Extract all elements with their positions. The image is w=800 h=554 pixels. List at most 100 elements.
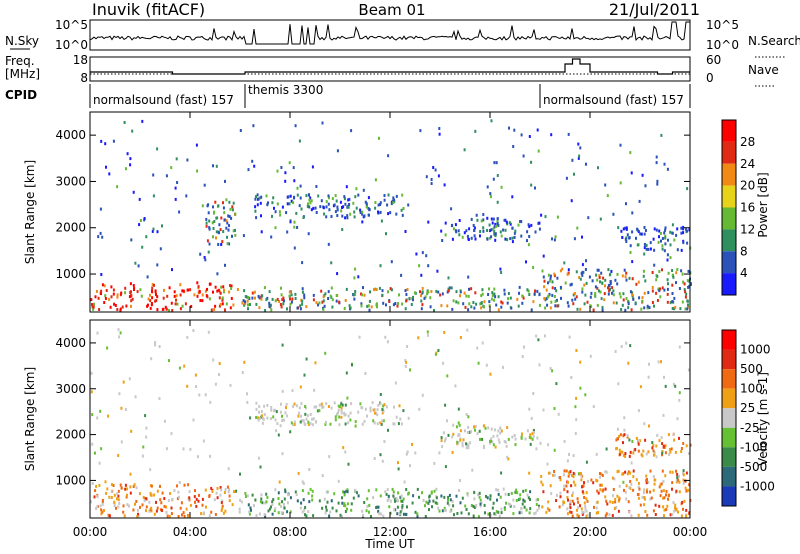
heatmap-cell xyxy=(205,294,208,298)
heatmap-cell xyxy=(464,429,466,433)
heatmap-cell xyxy=(674,305,677,309)
heatmap-cell xyxy=(201,497,204,501)
heatmap-cell xyxy=(584,293,587,297)
heatmap-cell xyxy=(493,512,496,516)
heatmap-cell xyxy=(424,295,427,299)
heatmap-cell xyxy=(540,213,543,217)
heatmap-cell xyxy=(680,447,683,450)
x-tick-label: 00:00 xyxy=(673,525,708,539)
heatmap-cell xyxy=(446,374,449,378)
heatmap-cell xyxy=(387,212,390,216)
heatmap-cell xyxy=(306,414,309,418)
heatmap-cell xyxy=(286,414,289,418)
heatmap-cell xyxy=(393,422,396,426)
heatmap-cell xyxy=(486,229,489,232)
heatmap-cell xyxy=(429,305,432,309)
heatmap-cell xyxy=(647,247,650,251)
heatmap-cell xyxy=(183,483,186,487)
heatmap-cell xyxy=(656,299,659,302)
heatmap-cell xyxy=(326,500,329,504)
heatmap-cell xyxy=(644,229,647,232)
heatmap-cell xyxy=(277,491,280,495)
colorbar-tick-label: 28 xyxy=(740,135,755,149)
heatmap-cell xyxy=(346,488,349,492)
heatmap-cell xyxy=(608,513,611,517)
heatmap-cell xyxy=(596,278,599,282)
heatmap-cell xyxy=(263,404,266,408)
heatmap-cell xyxy=(270,308,273,312)
heatmap-cell xyxy=(430,178,433,181)
heatmap-cell xyxy=(214,285,217,289)
heatmap-cell xyxy=(605,447,608,451)
heatmap-cell xyxy=(500,471,503,475)
heatmap-cell xyxy=(448,286,451,290)
heatmap-cell xyxy=(100,273,103,276)
heatmap-cell xyxy=(470,217,473,221)
heatmap-cell xyxy=(126,503,129,507)
heatmap-cell xyxy=(192,329,195,332)
heatmap-cell xyxy=(458,233,461,237)
heatmap-cell xyxy=(337,411,339,415)
heatmap-cell xyxy=(135,486,138,490)
heatmap-cell xyxy=(479,302,482,306)
heatmap-cell xyxy=(406,345,409,348)
heatmap-cell xyxy=(676,476,679,480)
heatmap-cell xyxy=(574,405,577,409)
heatmap-cell xyxy=(483,300,486,304)
heatmap-cell xyxy=(156,230,159,234)
heatmap-cell xyxy=(490,427,493,431)
heatmap-cell xyxy=(570,199,573,203)
heatmap-cell xyxy=(488,223,491,227)
heatmap-cell xyxy=(519,497,521,501)
heatmap-cell xyxy=(461,235,464,239)
heatmap-cell xyxy=(211,221,214,225)
heatmap-cell xyxy=(683,288,686,292)
nave-tick-high: 60 xyxy=(706,53,721,67)
heatmap-cell xyxy=(307,510,310,514)
heatmap-cell xyxy=(581,287,584,291)
heatmap-cell xyxy=(393,405,395,409)
heatmap-cell xyxy=(659,483,662,487)
heatmap-cell xyxy=(407,203,410,207)
heatmap-cell xyxy=(671,487,673,491)
heatmap-cell xyxy=(354,195,357,199)
heatmap-cell xyxy=(183,514,186,518)
heatmap-cell xyxy=(582,484,585,488)
heatmap-cell xyxy=(612,488,615,491)
heatmap-cell xyxy=(249,416,252,420)
heatmap-cell xyxy=(392,303,395,307)
heatmap-cell xyxy=(356,491,358,495)
heatmap-cell xyxy=(215,236,217,240)
heatmap-cell xyxy=(347,462,350,466)
heatmap-cell xyxy=(361,422,364,426)
heatmap-cell xyxy=(473,306,476,310)
heatmap-cell xyxy=(421,286,424,290)
colorbar-tick-label: -1000 xyxy=(740,479,775,493)
heatmap-cell xyxy=(171,309,174,312)
heatmap-cell xyxy=(329,422,332,426)
heatmap-cell xyxy=(194,500,196,504)
colorbar-frame xyxy=(721,119,737,296)
heatmap-cell xyxy=(102,509,105,512)
heatmap-cell xyxy=(493,225,496,229)
heatmap-cell xyxy=(612,212,615,216)
heatmap-cell xyxy=(266,203,269,207)
heatmap-cell xyxy=(612,293,615,297)
heatmap-cell xyxy=(296,226,299,229)
heatmap-cell xyxy=(400,273,403,277)
heatmap-cell xyxy=(468,227,471,231)
heatmap-cell xyxy=(160,501,163,505)
heatmap-cell xyxy=(386,203,389,207)
heatmap-cell xyxy=(530,223,533,227)
heatmap-cell xyxy=(604,487,607,491)
heatmap-cell xyxy=(98,308,101,311)
heatmap-cell xyxy=(101,510,104,514)
heatmap-cell xyxy=(377,403,380,407)
nsearch-tick-low: 10^0 xyxy=(706,38,739,52)
heatmap-cell xyxy=(624,455,627,458)
heatmap-cell xyxy=(379,512,382,516)
cpid-segment-1: themis 3300 xyxy=(248,83,323,97)
heatmap-cell xyxy=(485,494,487,498)
heatmap-cell xyxy=(175,294,178,298)
heatmap-cell xyxy=(625,271,628,275)
